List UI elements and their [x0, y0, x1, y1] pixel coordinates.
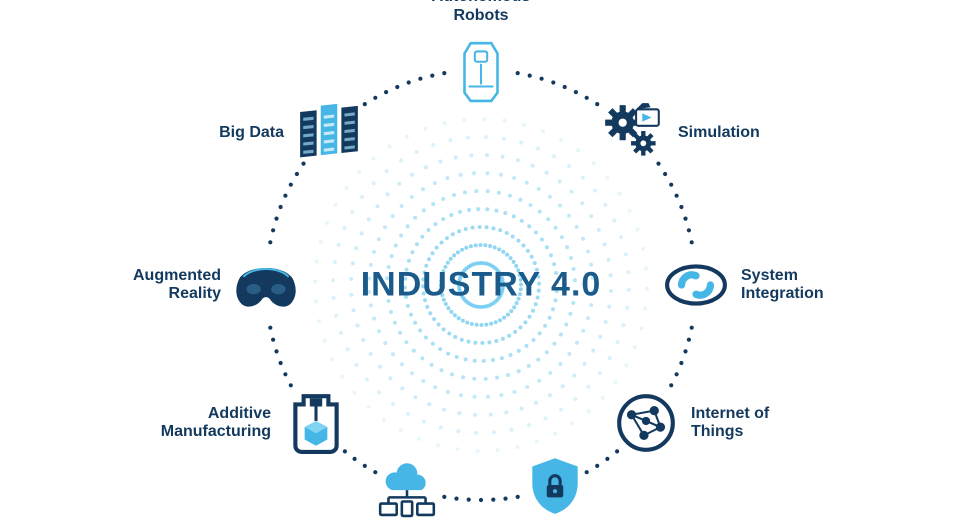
- autonomous-robots-label: Autonomous Robots: [432, 0, 531, 25]
- augmented-reality-label: Augmented Reality: [133, 267, 221, 304]
- big-data-icon: [296, 100, 362, 166]
- node-simulation: Simulation: [600, 100, 760, 166]
- autonomous-robots-icon: [448, 37, 514, 103]
- infographic-stage: INDUSTRY 4.0 Autonomous Robots Simulatio…: [0, 0, 962, 528]
- node-internet-of-things: Internet of Things: [613, 390, 769, 456]
- node-augmented-reality: Augmented Reality: [133, 252, 299, 318]
- additive-manufacturing-icon: [283, 390, 349, 456]
- center-title: INDUSTRY 4.0: [361, 266, 602, 305]
- simulation-label: Simulation: [678, 124, 760, 142]
- additive-manufacturing-label: Additive Manufacturing: [161, 405, 271, 442]
- system-integration-icon: [663, 252, 729, 318]
- node-cyber-security: [522, 452, 588, 518]
- system-integration-label: System Integration: [741, 267, 824, 304]
- node-additive-manufacturing: Additive Manufacturing: [161, 390, 349, 456]
- cloud-computing-icon: [374, 452, 440, 518]
- cyber-security-icon: [522, 452, 588, 518]
- big-data-label: Big Data: [219, 124, 284, 142]
- node-cloud-computing: [374, 452, 440, 518]
- augmented-reality-icon: [233, 252, 299, 318]
- internet-of-things-icon: [613, 390, 679, 456]
- node-autonomous-robots: Autonomous Robots: [432, 0, 531, 103]
- node-big-data: Big Data: [219, 100, 362, 166]
- internet-of-things-label: Internet of Things: [691, 405, 769, 442]
- node-system-integration: System Integration: [663, 252, 824, 318]
- simulation-icon: [600, 100, 666, 166]
